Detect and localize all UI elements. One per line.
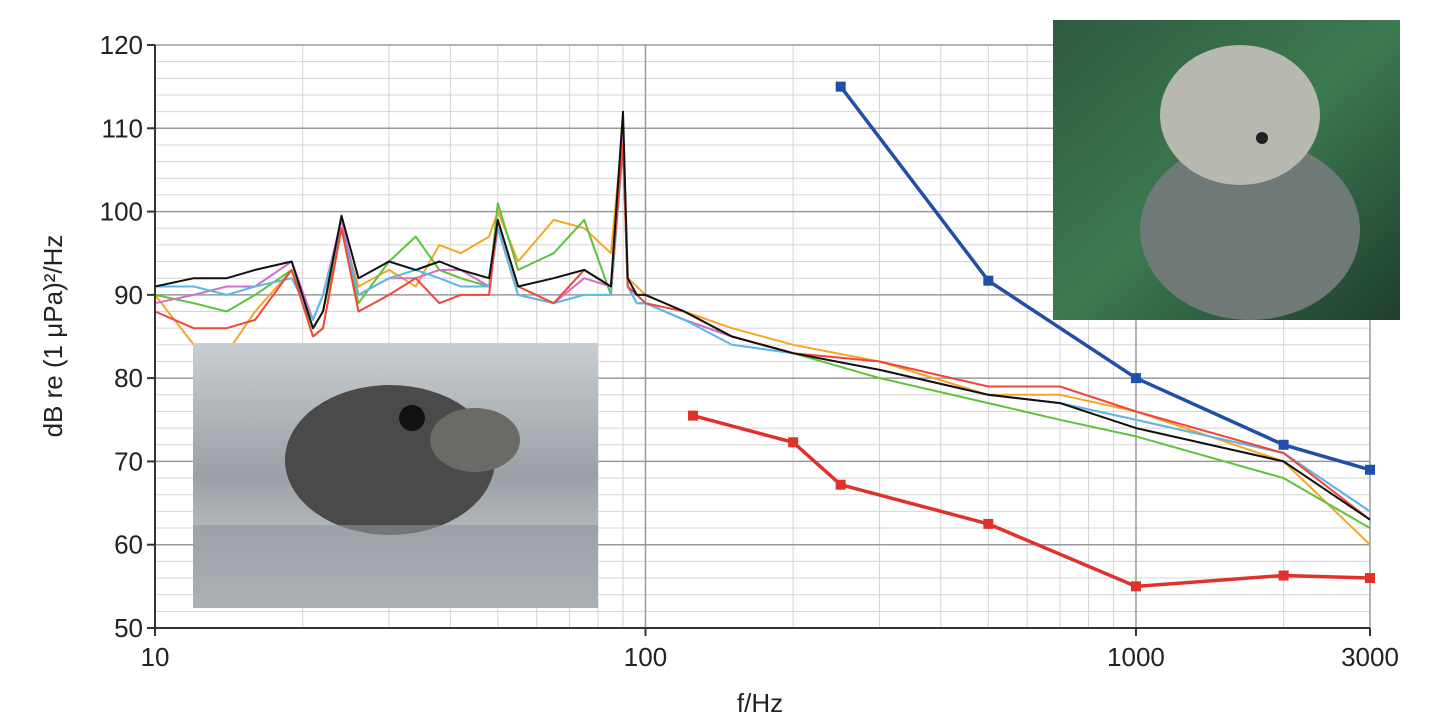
x-tick-label: 10 [141,642,170,672]
y-tick-label: 50 [114,613,143,643]
audiogram-marker [983,518,994,529]
audiogram-marker [1278,439,1289,450]
noise-line [154,110,1371,521]
audiogram-marker [835,479,846,490]
audiogram-marker [1130,581,1141,592]
y-tick-label: 80 [114,363,143,393]
audiogram-marker [1365,573,1375,584]
audiogram-marker [1365,464,1375,475]
porpoise-photo [1053,20,1400,320]
x-axis-title: f/Hz [737,688,783,718]
porpoise-head [1160,45,1320,185]
y-axis-title: dB re (1 μPa)²/Hz [38,235,68,438]
porpoise-eye [1256,132,1268,144]
noise-line [154,143,1371,521]
noise-spectra [154,110,1371,546]
audiogram-marker [1130,373,1141,384]
y-tick-label: 90 [114,280,143,310]
water [193,525,598,608]
seal-photo [193,343,598,608]
porpoise-body [1140,140,1360,320]
x-tick-label: 1000 [1107,642,1165,672]
seal-eye [399,405,425,431]
audiogram-marker [983,275,994,286]
y-tick-label: 60 [114,530,143,560]
x-tick-label: 3000 [1341,642,1399,672]
audiogram-marker [788,437,799,448]
audiograms [688,81,1375,592]
audiogram-marker [835,81,846,92]
audiogram-marker [688,410,699,421]
seal-snout [430,408,520,472]
y-tick-label: 100 [100,197,143,227]
y-tick-label: 120 [100,30,143,60]
x-tick-label: 100 [624,642,667,672]
y-tick-label: 110 [102,113,143,143]
y-tick-label: 70 [114,446,143,476]
audiogram-marker [1278,570,1289,581]
axes: f/Hz dB re (1 μPa)²/Hz 50 60 70 80 90 100 110 1… [38,30,1399,718]
